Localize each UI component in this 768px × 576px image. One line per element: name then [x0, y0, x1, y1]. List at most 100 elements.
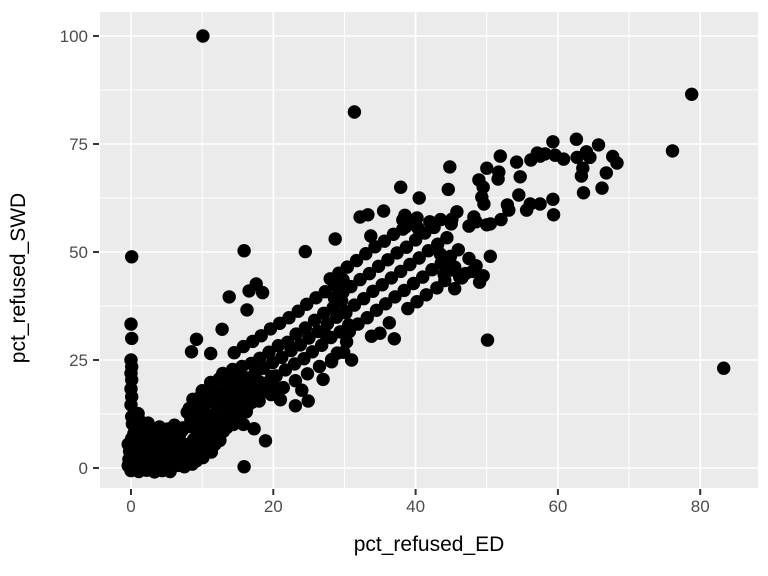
data-point — [433, 212, 448, 227]
data-point — [467, 210, 481, 224]
data-point — [665, 144, 680, 158]
data-point — [595, 181, 609, 195]
data-point — [336, 285, 350, 299]
data-point — [421, 244, 436, 258]
y-tick-label: 50 — [69, 243, 88, 262]
y-tick-label: 75 — [69, 135, 88, 154]
data-point — [364, 229, 378, 243]
data-point — [273, 393, 288, 407]
data-point — [357, 292, 371, 306]
data-point — [569, 132, 584, 146]
data-point — [375, 278, 389, 292]
data-point — [546, 192, 560, 206]
data-point — [215, 322, 229, 336]
data-point — [312, 359, 327, 374]
data-point — [451, 243, 465, 257]
data-point — [480, 333, 495, 347]
y-tick-label: 25 — [69, 351, 88, 370]
data-point — [599, 166, 613, 180]
data-point — [360, 311, 374, 325]
data-point — [610, 156, 624, 170]
data-point — [513, 170, 527, 184]
data-point — [384, 271, 399, 285]
data-point — [394, 264, 408, 279]
data-point — [509, 155, 524, 169]
data-point — [307, 313, 322, 327]
x-tick-label: 20 — [264, 497, 283, 516]
data-point — [124, 317, 138, 331]
data-point — [591, 138, 606, 152]
data-point — [366, 284, 380, 298]
data-point — [305, 345, 320, 359]
data-point — [685, 87, 699, 102]
data-point — [300, 367, 315, 381]
data-point — [121, 437, 135, 451]
data-point — [448, 282, 462, 296]
data-point — [410, 295, 424, 309]
data-point — [419, 288, 433, 302]
data-point — [255, 285, 270, 300]
data-point — [480, 161, 494, 175]
data-point — [247, 422, 261, 436]
data-point — [433, 247, 448, 261]
data-point — [189, 332, 204, 346]
data-point — [361, 208, 375, 222]
data-point — [222, 290, 236, 304]
data-point — [430, 281, 444, 295]
data-point — [574, 169, 589, 183]
x-axis-title: pct_refused_ED — [354, 533, 505, 556]
data-point — [276, 380, 290, 395]
data-point — [412, 251, 426, 265]
data-point — [362, 266, 377, 281]
data-point — [494, 212, 508, 227]
data-point — [491, 172, 505, 186]
x-axis-tick-labels: 0 20 40 60 80 — [126, 497, 709, 516]
data-point — [476, 180, 490, 194]
data-point — [480, 218, 494, 232]
data-point — [125, 331, 139, 346]
data-point — [315, 338, 329, 352]
data-point — [163, 464, 177, 479]
data-point — [397, 283, 411, 298]
data-point — [533, 149, 547, 163]
data-point — [344, 353, 359, 367]
data-point — [184, 345, 199, 359]
data-point — [204, 346, 218, 361]
data-point — [469, 259, 483, 273]
minor-gridlines — [100, 12, 758, 488]
x-tick-label: 60 — [548, 497, 567, 516]
data-point — [328, 232, 342, 246]
x-tick-label: 0 — [126, 497, 135, 516]
data-point — [330, 346, 344, 360]
data-point — [339, 306, 353, 320]
data-point — [240, 303, 254, 317]
data-point — [546, 135, 560, 149]
data-point — [440, 231, 454, 245]
data-point — [533, 197, 547, 211]
data-point — [371, 259, 386, 273]
data-point — [399, 240, 414, 254]
y-axis-tick-labels: 0 25 50 75 100 — [60, 27, 88, 478]
data-point — [342, 324, 357, 339]
data-point — [332, 266, 346, 280]
data-point — [196, 29, 210, 43]
data-point — [317, 326, 332, 340]
data-point — [260, 376, 274, 390]
data-point — [301, 394, 315, 408]
data-point — [240, 400, 254, 414]
data-point — [493, 149, 507, 163]
data-point — [403, 257, 417, 272]
data-point — [131, 406, 145, 421]
data-point — [401, 301, 415, 316]
data-point — [125, 250, 139, 264]
y-tick-label: 100 — [60, 27, 88, 46]
data-point — [443, 160, 457, 174]
data-point — [359, 247, 373, 261]
data-point — [502, 203, 516, 217]
data-point — [441, 182, 455, 197]
data-point — [288, 374, 303, 388]
data-point — [237, 244, 251, 258]
data-point — [381, 253, 395, 267]
